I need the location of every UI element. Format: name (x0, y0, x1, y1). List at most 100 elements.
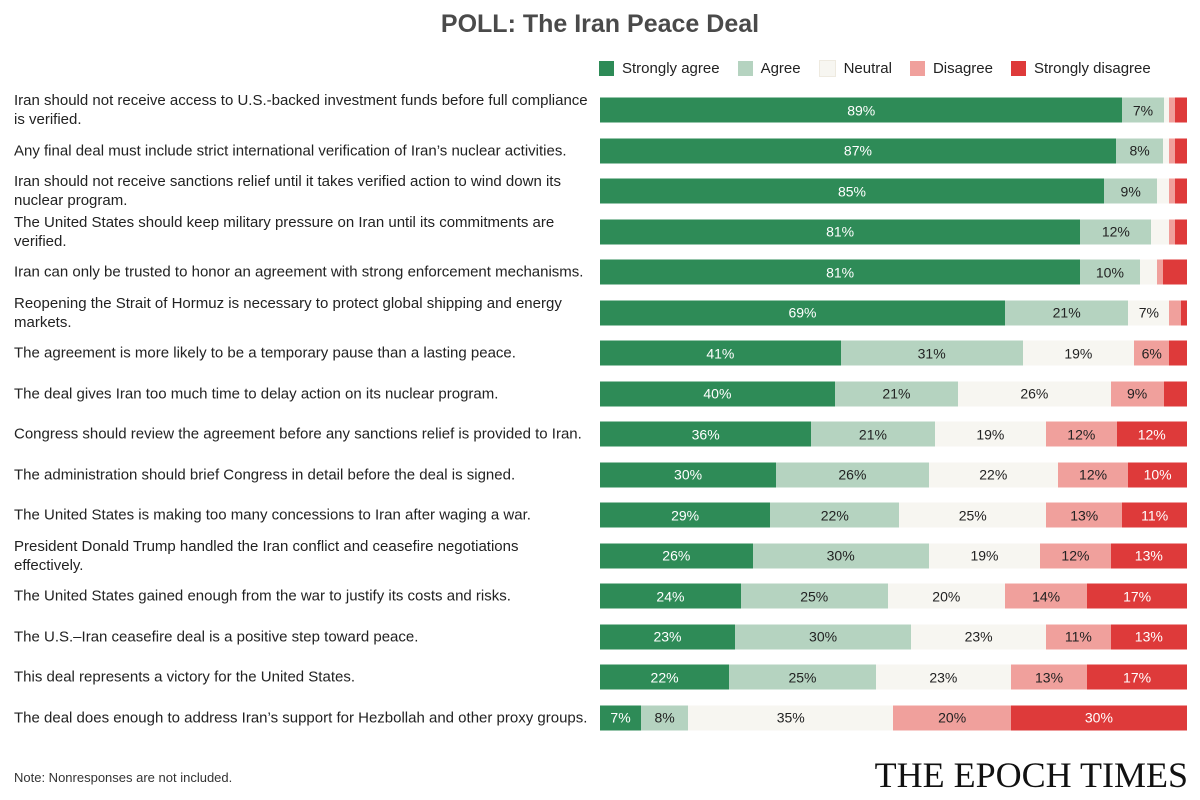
bar-segment-strongly-disagree (1169, 340, 1187, 366)
bar-segment-disagree: 13% (1010, 664, 1088, 690)
footnote: Note: Nonresponses are not included. (14, 770, 233, 785)
row-statement: The administration should brief Congress… (14, 466, 516, 483)
legend-item-strongly-disagree: Strongly disagree (1010, 60, 1151, 77)
bar-segment-strongly-disagree: 13% (1110, 543, 1187, 568)
bar-segment-strongly-agree: 81% (600, 219, 1081, 244)
bar-segment-agree: 8% (1115, 138, 1164, 163)
stacked-bar: 36% 21% 19% 12% 12% (600, 421, 1187, 447)
bar-segment-neutral: 35% (688, 705, 894, 730)
legend-label-neutral: Neutral (843, 60, 892, 77)
bar-segment-strongly-agree: 22% (600, 664, 730, 690)
legend-label-agree: Agree (760, 60, 801, 77)
stacked-bar: 7% 8% 35% 20% 30% (600, 705, 1187, 730)
chart-row: The deal gives Iran too much time to del… (0, 374, 1200, 414)
bar-segment-agree: 12% (1080, 219, 1152, 244)
bar-segment-strongly-disagree: 12% (1116, 421, 1187, 447)
chart-row: Iran should not receive sanctions relief… (0, 171, 1200, 211)
bar-segment-neutral: 26% (958, 381, 1111, 406)
row-statement: The U.S.–Iran ceasefire deal is a positi… (14, 628, 419, 645)
bar-segment-disagree: 13% (1046, 502, 1123, 528)
stacked-bar: 81% 10% (600, 259, 1187, 285)
bar-segment-disagree: 20% (893, 705, 1011, 730)
stacked-bar: 87% 8% (600, 138, 1187, 163)
bar-segment-strongly-disagree: 17% (1087, 664, 1187, 690)
chart-row: President Donald Trump handled the Iran … (0, 536, 1200, 576)
chart-row: Iran should not receive access to U.S.-b… (0, 90, 1200, 130)
chart-title: POLL: The Iran Peace Deal (440, 10, 760, 38)
legend-swatch-agree (737, 61, 753, 76)
chart-row: Congress should review the agreement bef… (0, 414, 1200, 454)
bar-segment-strongly-agree: 87% (600, 138, 1116, 163)
bar-segment-neutral: 19% (928, 543, 1041, 568)
chart-row: The agreement is more likely to be a tem… (0, 333, 1200, 373)
bar-segment-strongly-disagree (1175, 138, 1187, 163)
bar-segment-agree: 10% (1080, 259, 1140, 285)
bar-segment-disagree: 12% (1040, 543, 1111, 568)
chart-row: The United States should keep military p… (0, 212, 1200, 252)
stacked-bar: 22% 25% 23% 13% 17% (600, 664, 1187, 690)
bar-segment-strongly-disagree: 30% (1010, 705, 1187, 730)
legend: Strongly agree Agree Neutral Disagree Strong… (599, 60, 1189, 77)
bar-segment-neutral: 19% (934, 421, 1047, 447)
legend-label-disagree: Disagree (932, 60, 993, 77)
bar-segment-agree: 21% (834, 381, 959, 406)
bar-segment-strongly-agree: 30% (600, 462, 777, 487)
bar-segment-disagree: 12% (1057, 462, 1129, 487)
bar-segment-agree: 8% (641, 705, 689, 730)
bar-segment-neutral (1139, 259, 1158, 285)
bar-segment-disagree: 9% (1110, 381, 1164, 406)
bar-segment-strongly-disagree (1175, 97, 1187, 123)
bar-segment-neutral (1163, 97, 1170, 123)
stacked-bar: 24% 25% 20% 14% 17% (600, 583, 1187, 609)
bar-segment-strongly-agree: 26% (600, 543, 753, 568)
bar-segment-disagree (1169, 300, 1182, 325)
legend-item-agree: Agree (737, 60, 801, 77)
bar-segment-agree: 21% (811, 421, 935, 447)
legend-label-strongly-disagree: Strongly disagree (1033, 60, 1151, 77)
stacked-bar: 89% 7% (600, 97, 1187, 123)
legend-item-neutral: Neutral (818, 60, 892, 77)
bar-segment-neutral: 20% (887, 583, 1006, 609)
stacked-bar: 85% 9% (600, 178, 1187, 204)
bar-segment-neutral (1157, 178, 1170, 204)
bar-segment-strongly-disagree (1163, 259, 1187, 285)
bar-segment-strongly-agree: 81% (600, 259, 1081, 285)
row-statement: The United States is making too many con… (14, 506, 531, 524)
bar-segment-strongly-disagree: 10% (1128, 462, 1187, 487)
bar-segment-strongly-agree: 69% (600, 300, 1006, 325)
bar-segment-strongly-disagree (1175, 178, 1187, 204)
row-statement: The deal does enough to address Iran’s s… (14, 709, 588, 726)
bar-segment-disagree (1169, 138, 1176, 163)
row-statement: The agreement is more likely to be a tem… (14, 344, 516, 362)
legend-swatch-strongly-disagree (1010, 61, 1026, 76)
row-statement: Any final deal must include strict inter… (14, 142, 567, 159)
bar-segment-disagree: 6% (1134, 340, 1170, 366)
bar-segment-neutral: 19% (1022, 340, 1135, 366)
bar-segment-strongly-agree: 7% (600, 705, 642, 730)
bar-segment-agree: 22% (770, 502, 900, 528)
bar-segment-neutral: 23% (875, 664, 1011, 690)
bar-segment-disagree (1169, 178, 1176, 204)
stacked-bar: 26% 30% 19% 12% 13% (600, 543, 1187, 568)
chart-row: The United States gained enough from the… (0, 576, 1200, 616)
row-statement: Iran should not receive access to U.S.-b… (14, 92, 588, 128)
chart-row: The United States is making too many con… (0, 495, 1200, 535)
bar-segment-disagree (1169, 97, 1176, 123)
bar-segment-agree: 31% (840, 340, 1023, 366)
row-statement: Iran should not receive sanctions relief… (14, 173, 561, 209)
bar-segment-strongly-disagree: 13% (1110, 624, 1187, 649)
bar-segment-strongly-agree: 24% (600, 583, 741, 609)
row-statement: This deal represents a victory for the U… (14, 668, 355, 686)
legend-item-disagree: Disagree (909, 60, 993, 77)
bar-segment-disagree (1169, 219, 1176, 244)
legend-swatch-disagree (909, 61, 925, 76)
bar-segment-strongly-disagree: 17% (1087, 583, 1187, 609)
bar-segment-strongly-disagree: 11% (1122, 502, 1187, 528)
bar-segment-agree: 25% (740, 583, 888, 609)
row-statement: Reopening the Strait of Hormuz is necess… (14, 294, 562, 331)
bar-segment-neutral: 22% (928, 462, 1058, 487)
bar-segment-neutral: 25% (899, 502, 1047, 528)
bar-segment-strongly-agree: 40% (600, 381, 835, 406)
row-statement: The United States should keep military p… (14, 213, 555, 250)
bar-segment-agree: 25% (729, 664, 876, 690)
